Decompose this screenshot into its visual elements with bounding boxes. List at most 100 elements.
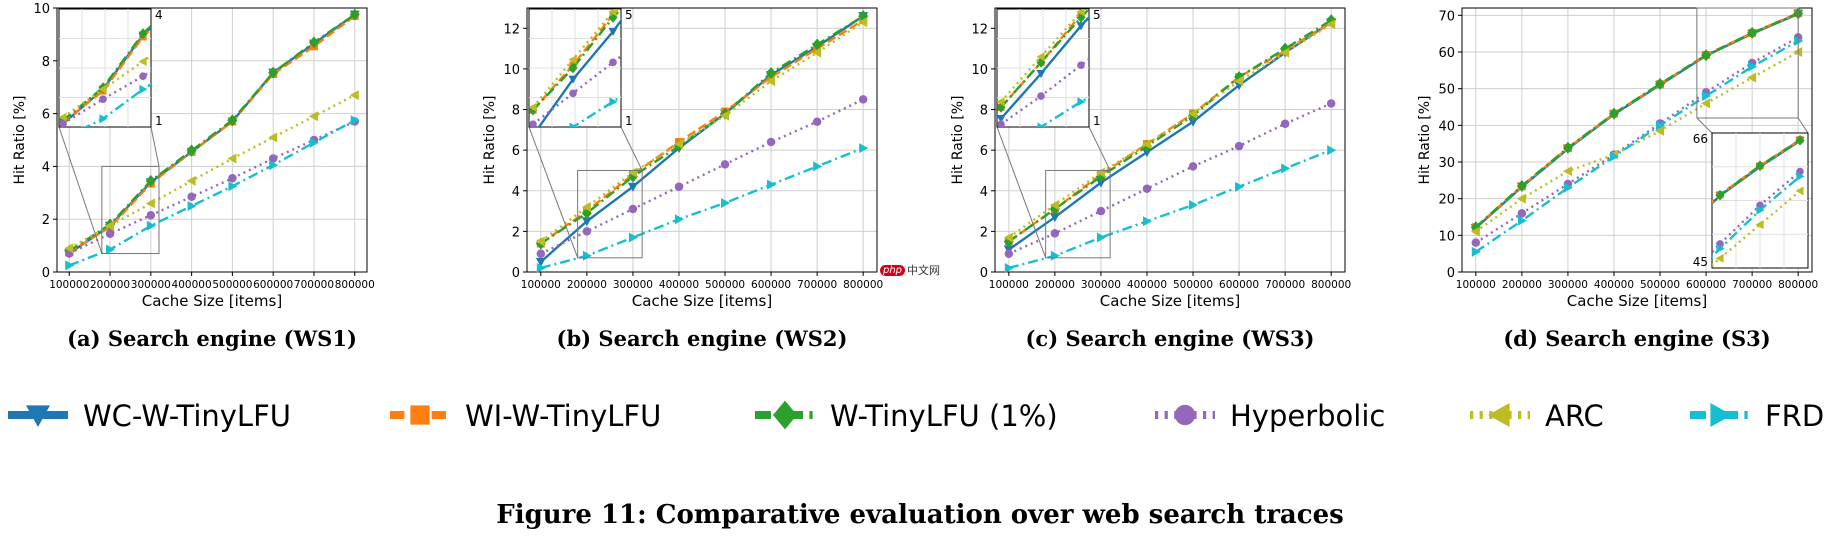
watermark-logo: php: [880, 264, 906, 276]
inset-data-point: [1716, 244, 1725, 254]
data-point: [1049, 199, 1059, 210]
y-tick-label: 2: [42, 213, 50, 228]
data-point: [145, 174, 156, 187]
x-tick-label: 700000: [797, 279, 837, 291]
inset-chart: 51: [996, 8, 1101, 128]
legend-label: Hyperbolic: [1230, 399, 1385, 433]
data-point: [627, 182, 638, 192]
data-point: [1188, 108, 1198, 119]
legend-item-frd: FRD: [1690, 399, 1824, 433]
data-point: [812, 38, 823, 51]
series-line: [1008, 149, 1332, 270]
inset-series-line: [62, 70, 151, 125]
inset-chart: 66 45: [1693, 132, 1809, 269]
y-tick-label: 70: [1438, 9, 1455, 24]
y-tick-label: 30: [1438, 156, 1455, 171]
inset-data-point: [609, 58, 617, 67]
data-point: [1281, 163, 1291, 174]
y-tick-label: 60: [1438, 46, 1455, 61]
plot-frame: [994, 7, 1346, 273]
data-point: [1701, 98, 1711, 109]
x-tick-label: 400000: [172, 279, 212, 291]
x-tick-label: 500000: [212, 279, 252, 291]
legend-marker: [1174, 404, 1196, 426]
y-tick-label: 0: [1447, 266, 1455, 281]
y-tick-label: 4: [512, 185, 520, 200]
y-axis-label: Hit Ratio [%]: [12, 96, 28, 185]
data-point: [720, 110, 730, 121]
data-point: [1049, 213, 1060, 223]
x-tick-label: 200000: [567, 279, 607, 291]
data-point: [228, 174, 237, 183]
data-point: [227, 153, 237, 164]
inset-data-point: [608, 27, 618, 36]
x-tick-label: 400000: [1594, 279, 1634, 291]
inset-data-point: [608, 9, 617, 17]
data-point: [350, 115, 360, 126]
zoom-connector: [528, 126, 579, 258]
inset-series: [529, 9, 621, 127]
y-tick-label: 2: [512, 225, 520, 240]
plot-frame: [56, 7, 368, 273]
x-tick-label: 400000: [659, 279, 699, 291]
data-point: [146, 210, 156, 220]
data-point: [813, 161, 823, 172]
data-point: [65, 260, 75, 271]
series-line: [68, 120, 356, 255]
data-point: [1189, 199, 1199, 210]
data-point: [186, 175, 196, 186]
x-tick-label: 800000: [1311, 279, 1351, 291]
inset-data-point: [139, 72, 147, 81]
inset-data-point: [1755, 220, 1764, 230]
x-tick-label: 300000: [613, 279, 653, 291]
data-point: [1516, 179, 1527, 192]
y-tick-label: 50: [1438, 83, 1455, 98]
data-point: [64, 243, 74, 254]
legend-marker: [1710, 403, 1732, 427]
x-tick-label: 700000: [1732, 279, 1772, 291]
legend-label: FRD: [1765, 399, 1824, 433]
data-point: [1517, 209, 1527, 218]
data-point: [1234, 141, 1244, 151]
x-tick-label: 700000: [294, 279, 334, 291]
series-line: [1475, 12, 1799, 229]
data-point: [721, 197, 731, 208]
inset-data-point: [568, 55, 577, 65]
panel-caption: (a) Search engine (WS1): [67, 326, 357, 351]
x-axis-label: Cache Size [items]: [142, 292, 282, 310]
data-point: [1280, 119, 1290, 129]
data-point: [812, 117, 822, 126]
inset-tick-label: 5: [625, 8, 633, 22]
data-point: [1563, 182, 1573, 193]
inset-data-point: [569, 89, 577, 98]
data-point: [812, 47, 822, 58]
y-tick-label: 4: [42, 160, 50, 175]
y-tick-label: 4: [980, 185, 988, 200]
inset-data-point: [1036, 52, 1045, 62]
inset-data-point: [99, 114, 108, 124]
legend-svg: WC-W-TinyLFU WI-W-TinyLFU W-TinyLFU (1%) Hy…: [8, 399, 1824, 433]
y-tick-label: 8: [512, 104, 520, 119]
data-point: [308, 111, 318, 122]
data-point: [1095, 178, 1106, 188]
zoom-source-box: [1045, 169, 1111, 259]
data-point: [1004, 262, 1014, 273]
data-point: [1655, 125, 1665, 136]
series-line: [68, 13, 356, 252]
legend-item-wc-w-tinylfu: WC-W-TinyLFU: [8, 399, 291, 433]
data-point: [766, 66, 777, 79]
x-tick-label: 400000: [1127, 279, 1167, 291]
data-point: [1096, 206, 1106, 216]
x-tick-label: 700000: [1265, 279, 1305, 291]
data-point: [1747, 26, 1758, 39]
y-tick-label: 10: [33, 2, 50, 17]
x-tick-label: 300000: [1081, 279, 1121, 291]
panel-caption: (d) Search engine (S3): [1503, 326, 1770, 351]
y-tick-label: 8: [42, 55, 50, 70]
inset-data-point: [138, 56, 147, 66]
watermark: php 中文网: [880, 262, 940, 278]
data-point: [767, 179, 777, 190]
inset-data-point: [997, 101, 1006, 113]
data-point: [106, 244, 116, 255]
zoom-source-box: [1696, 7, 1799, 119]
